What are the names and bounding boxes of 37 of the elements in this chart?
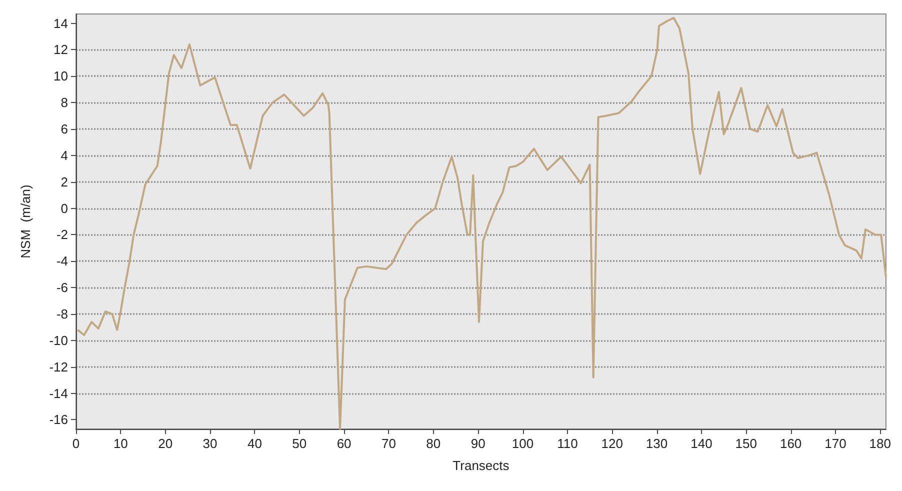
x-tick-label: 20 <box>158 436 173 451</box>
y-tick-label: 6 <box>60 121 68 136</box>
y-tick-label: 4 <box>60 148 68 163</box>
x-tick-label: 150 <box>735 436 757 451</box>
y-tick-label: 12 <box>54 42 68 58</box>
x-tick-label: 70 <box>381 436 396 451</box>
y-tick-label: -10 <box>49 332 68 348</box>
x-tick-label: 30 <box>202 436 218 451</box>
y-tick-label: -2 <box>56 227 68 242</box>
x-tick-label: 0 <box>72 436 80 451</box>
y-tick-label: 0 <box>60 200 68 216</box>
y-tick-label: 14 <box>54 16 68 31</box>
y-tick-label: -12 <box>49 359 68 374</box>
x-axis-title: Transects <box>452 458 510 473</box>
y-tick-label: -8 <box>56 306 68 322</box>
y-tick-label: 10 <box>54 68 68 84</box>
x-tick-label: 170 <box>824 436 846 451</box>
y-tick-label: -14 <box>49 386 68 401</box>
x-tick-label: 130 <box>646 436 668 451</box>
x-tick-label: 40 <box>247 436 262 451</box>
x-tick-label: 100 <box>512 436 534 451</box>
y-tick-label: -16 <box>49 412 68 428</box>
x-tick-label: 110 <box>557 436 578 451</box>
x-tick-label: 80 <box>426 436 441 451</box>
x-tick-label: 140 <box>690 436 712 451</box>
y-axis-title: NSM (m/an) <box>18 184 33 258</box>
x-tick-label: 10 <box>113 436 128 451</box>
y-tick-label: 2 <box>60 174 68 190</box>
x-tick-label: 50 <box>292 436 307 451</box>
x-tick-label: 180 <box>869 436 892 451</box>
x-tick-label: 90 <box>470 436 486 451</box>
x-tick-label: 60 <box>336 436 352 451</box>
y-tick-label: -6 <box>56 280 68 296</box>
y-tick-label: -4 <box>56 254 68 269</box>
x-tick-label: 160 <box>780 436 802 451</box>
x-tick-label: 120 <box>601 436 623 451</box>
y-tick-label: 8 <box>60 95 68 110</box>
